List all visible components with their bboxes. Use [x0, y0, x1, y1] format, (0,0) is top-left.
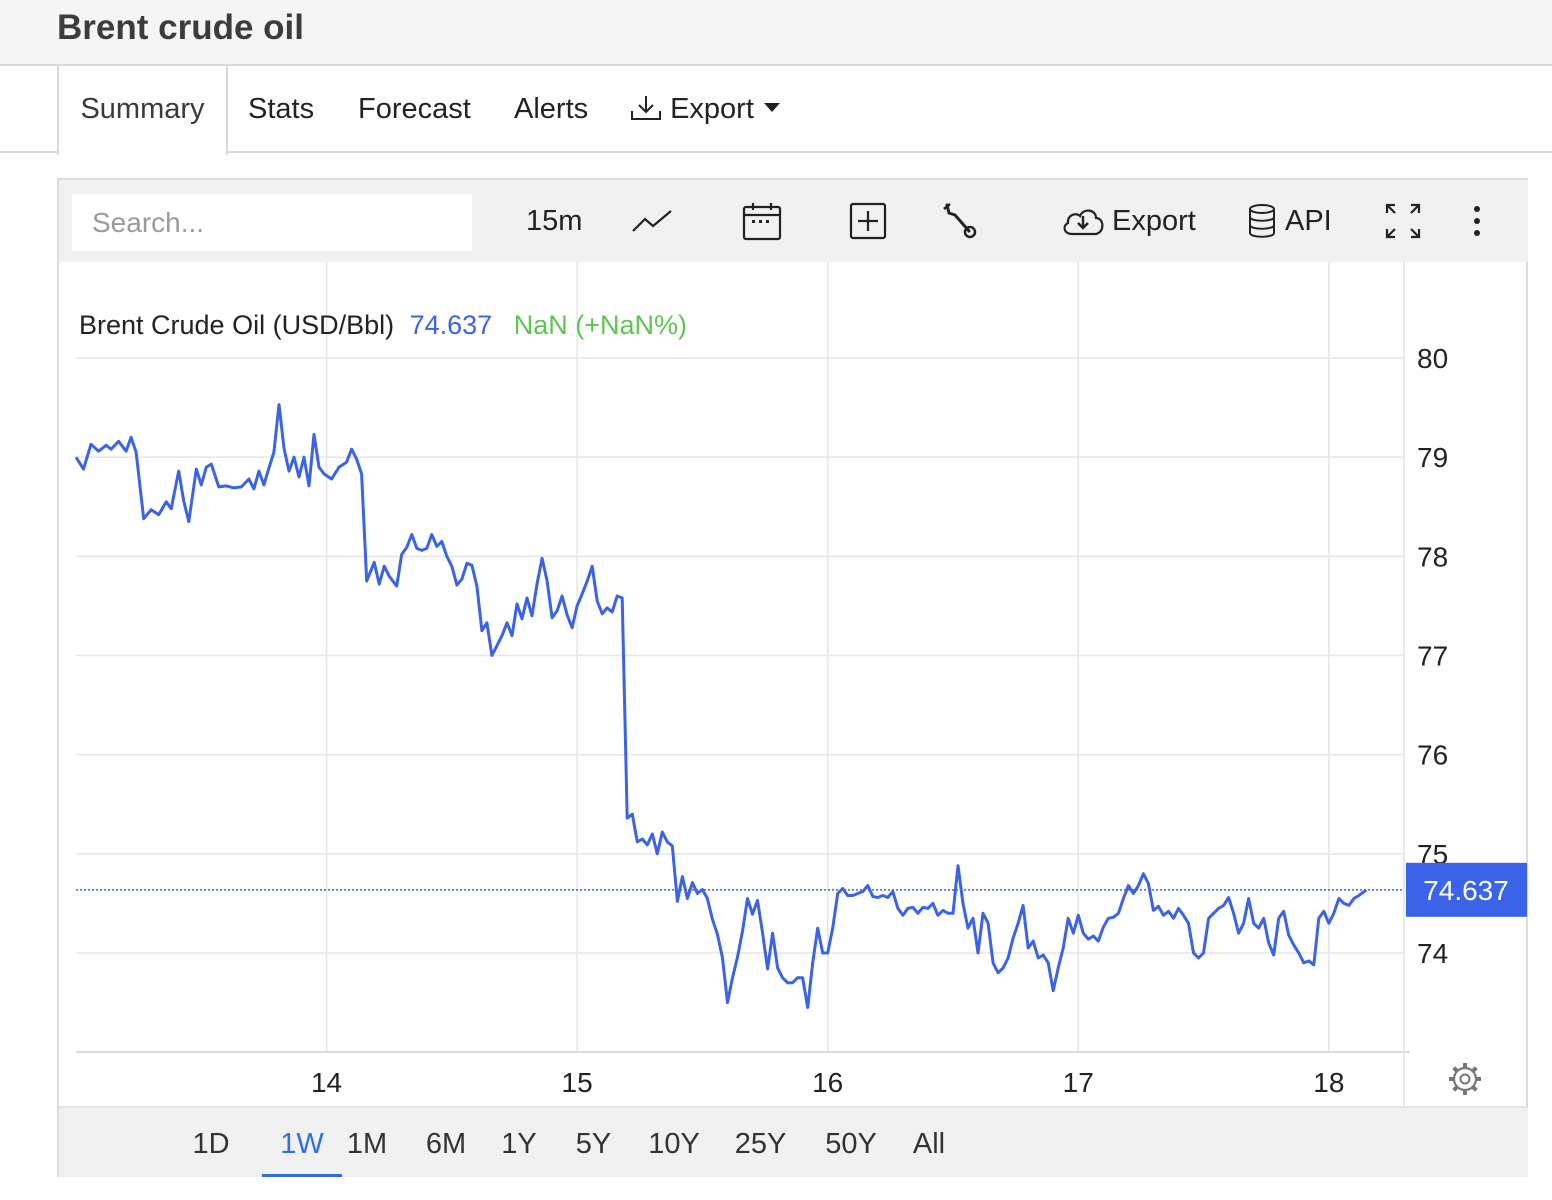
fullscreen-button[interactable]	[1383, 180, 1423, 262]
y-tick-label: 79	[1417, 442, 1448, 473]
price-chart[interactable]: Brent Crude Oil (USD/Bbl) 74.637 NaN (+N…	[59, 262, 1528, 1106]
download-icon	[631, 96, 661, 120]
chart-legend: Brent Crude Oil (USD/Bbl) 74.637 NaN (+N…	[79, 310, 687, 340]
range-1w-button[interactable]: 1W	[262, 1108, 342, 1177]
current-price-label: 74.637	[1423, 875, 1509, 906]
chevron-down-icon	[763, 103, 780, 112]
current-price-badge	[1406, 862, 1527, 917]
x-tick-label: 16	[812, 1067, 843, 1098]
series-layer	[74, 403, 1404, 1009]
tab-export[interactable]: Export	[630, 66, 780, 153]
more-options-button[interactable]	[1469, 180, 1485, 262]
api-button[interactable]: API	[1247, 180, 1332, 262]
range-25y-button[interactable]: 25Y	[734, 1128, 787, 1160]
x-tick-label: 17	[1063, 1067, 1094, 1098]
range-all-button[interactable]: All	[912, 1128, 946, 1160]
range-1y-button[interactable]: 1Y	[501, 1128, 537, 1160]
settings-tools-button[interactable]	[941, 180, 977, 262]
legend-change: NaN (+NaN%)	[514, 310, 687, 340]
page-title: Brent crude oil	[57, 8, 304, 47]
y-tick-label: 80	[1417, 343, 1448, 374]
api-label: API	[1285, 204, 1332, 237]
chart-widget: 15m	[57, 178, 1528, 1177]
tab-bar: Summary Stats Forecast Alerts Export	[0, 66, 1552, 155]
range-1m-button[interactable]: 1M	[346, 1128, 388, 1160]
chart-type-button[interactable]	[631, 180, 673, 262]
range-1d-button[interactable]: 1D	[192, 1128, 230, 1160]
x-tick-label: 15	[562, 1067, 593, 1098]
y-tick-label: 78	[1417, 541, 1448, 572]
range-50y-button[interactable]: 50Y	[825, 1128, 877, 1160]
wrench-icon	[943, 203, 977, 239]
y-tick-label: 77	[1417, 641, 1448, 672]
chart-settings-button[interactable]	[1449, 1063, 1481, 1095]
x-tick-label: 14	[311, 1067, 342, 1098]
legend-price: 74.637	[410, 310, 493, 340]
chart-toolbar: 15m	[59, 180, 1528, 262]
line-chart-icon	[632, 210, 672, 232]
chart-export-button[interactable]: Export	[1060, 180, 1196, 262]
fullscreen-icon	[1385, 203, 1421, 239]
tab-export-label: Export	[670, 93, 754, 125]
date-range-button[interactable]	[742, 180, 782, 262]
tab-forecast[interactable]: Forecast	[358, 93, 471, 125]
range-5y-button[interactable]: 5Y	[575, 1128, 612, 1160]
y-tick-label: 76	[1417, 740, 1448, 771]
x-tick-label: 18	[1313, 1067, 1344, 1098]
gear-icon	[1449, 1063, 1481, 1095]
add-indicator-button[interactable]	[849, 180, 887, 262]
more-vertical-icon	[1474, 206, 1480, 236]
chart-grid	[76, 262, 1410, 1106]
title-bar: Brent crude oil	[0, 0, 1552, 66]
search-input[interactable]	[72, 194, 472, 251]
tab-alerts[interactable]: Alerts	[514, 93, 589, 125]
range-10y-button[interactable]: 10Y	[648, 1128, 700, 1160]
add-indicator-icon	[849, 202, 887, 240]
tab-summary[interactable]: Summary	[57, 66, 228, 155]
range-selector: 1D 1W 1M 6M 1Y 5Y 10Y 25Y 50Y All	[59, 1106, 1528, 1177]
calendar-icon	[742, 203, 782, 241]
range-6m-button[interactable]: 6M	[425, 1128, 467, 1160]
y-tick-label: 74	[1417, 938, 1448, 969]
chart-export-label: Export	[1112, 204, 1196, 237]
legend-series-name: Brent Crude Oil (USD/Bbl)	[79, 310, 394, 340]
database-icon	[1249, 204, 1275, 238]
series-line	[74, 403, 1368, 1009]
cloud-download-icon	[1063, 209, 1104, 236]
interval-selector[interactable]: 15m	[526, 204, 583, 237]
tab-stats[interactable]: Stats	[248, 93, 315, 125]
